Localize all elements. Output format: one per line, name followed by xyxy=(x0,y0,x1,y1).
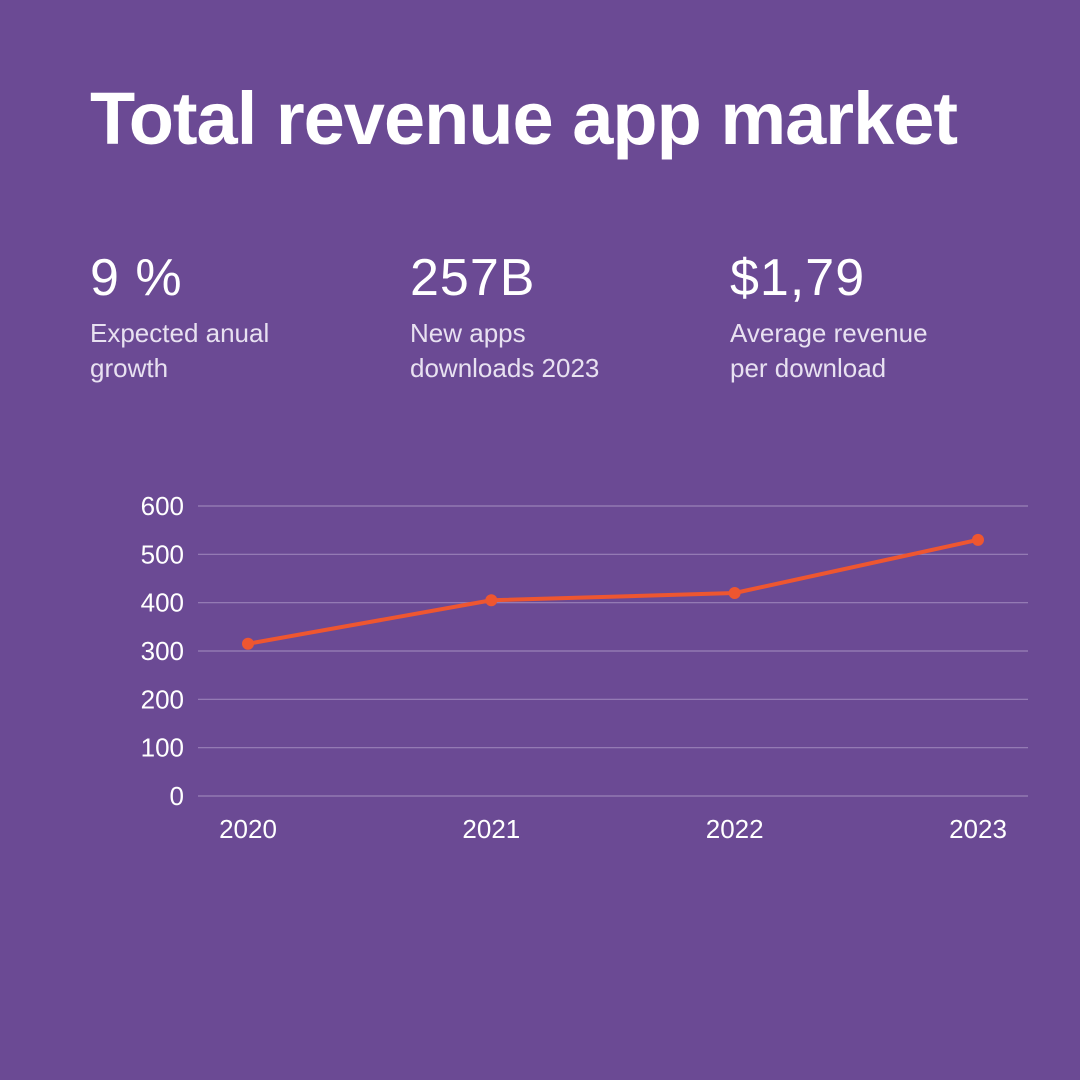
stat-label: New apps downloads 2023 xyxy=(410,316,670,386)
y-tick-label: 100 xyxy=(141,733,184,763)
data-point xyxy=(242,638,254,650)
stat-label: Expected anual growth xyxy=(90,316,350,386)
data-point xyxy=(972,534,984,546)
data-point xyxy=(485,594,497,606)
stat-arpd: $1,79 Average revenue per download xyxy=(730,248,990,386)
stat-growth: 9 % Expected anual growth xyxy=(90,248,350,386)
series-line xyxy=(248,540,978,644)
y-tick-label: 200 xyxy=(141,684,184,714)
stat-label: Average revenue per download xyxy=(730,316,990,386)
stat-value: 9 % xyxy=(90,248,350,308)
stat-value: $1,79 xyxy=(730,248,990,308)
y-tick-label: 600 xyxy=(141,496,184,521)
page-title: Total revenue app market xyxy=(90,80,990,158)
stat-value: 257B xyxy=(410,248,670,308)
y-tick-label: 400 xyxy=(141,588,184,618)
stat-downloads: 257B New apps downloads 2023 xyxy=(410,248,670,386)
revenue-line-chart: 01002003004005006002020202120222023 xyxy=(120,496,970,851)
y-tick-label: 500 xyxy=(141,539,184,569)
stats-row: 9 % Expected anual growth 257B New apps … xyxy=(90,248,990,386)
x-tick-label: 2022 xyxy=(706,814,764,844)
x-tick-label: 2023 xyxy=(949,814,1007,844)
x-tick-label: 2020 xyxy=(219,814,277,844)
page: Total revenue app market 9 % Expected an… xyxy=(0,0,1080,1080)
data-point xyxy=(729,587,741,599)
x-tick-label: 2021 xyxy=(462,814,520,844)
y-tick-label: 300 xyxy=(141,636,184,666)
y-tick-label: 0 xyxy=(170,781,184,811)
chart-svg: 0 100 200 300 400 500 600 2020 2021 2022 2023 xyxy=(120,496,1038,851)
